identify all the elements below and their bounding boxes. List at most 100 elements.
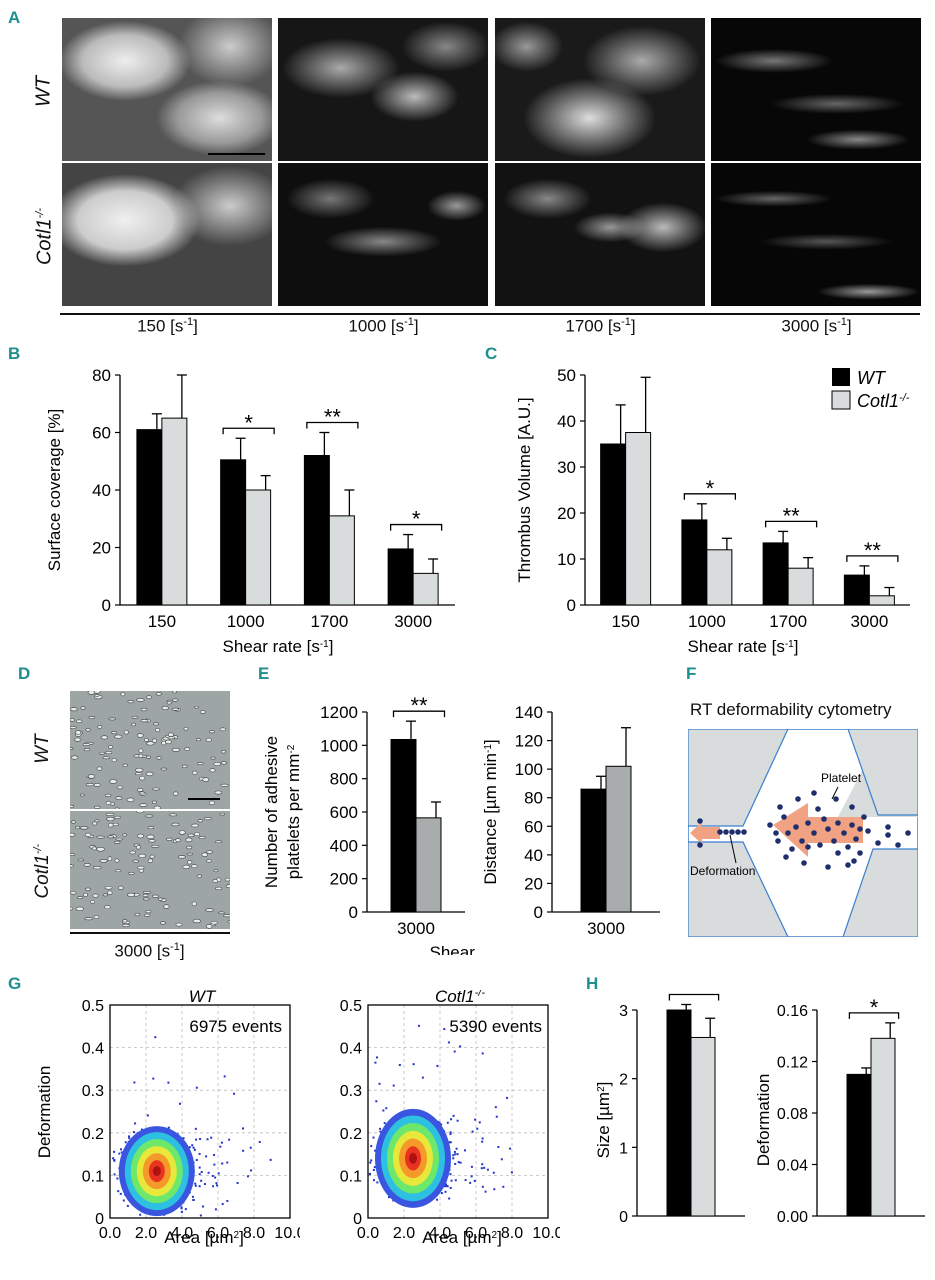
scatter-point bbox=[207, 1171, 210, 1174]
platelet-cell bbox=[131, 716, 138, 719]
chart-g-cotl1-scatter: 0.0 2.0 4.0 6.0 8.0 10.0 0 0.1 0.2 0.3 0.4 0.5 Cotl1… bbox=[340, 990, 560, 1247]
platelet-cell bbox=[114, 734, 123, 739]
y-tick-label: 80 bbox=[524, 789, 543, 808]
platelet-dot bbox=[723, 829, 729, 835]
platelet-dot bbox=[857, 826, 863, 832]
y-tick-label: 0.2 bbox=[340, 1126, 362, 1143]
scatter-point bbox=[452, 1154, 455, 1157]
platelet-cell bbox=[171, 698, 179, 702]
platelet-dot bbox=[885, 824, 891, 830]
scatter-point bbox=[455, 1147, 458, 1150]
platelet-cell bbox=[85, 783, 95, 787]
row-label-d-cotl1: Cotl1-/- bbox=[31, 843, 54, 899]
y-tick-label: 0.4 bbox=[340, 1041, 362, 1058]
platelet-cell bbox=[160, 767, 168, 771]
platelet-dot bbox=[831, 838, 837, 844]
significance-mark: ** bbox=[410, 693, 428, 718]
platelet-cell bbox=[114, 815, 121, 819]
platelet-dot bbox=[811, 830, 817, 836]
significance-bracket bbox=[848, 1012, 900, 1019]
platelet-cell bbox=[175, 922, 183, 927]
platelet-cell bbox=[85, 887, 91, 891]
scatter-point bbox=[369, 1161, 372, 1164]
platelet-dot bbox=[775, 838, 781, 844]
scatter-point bbox=[134, 1122, 137, 1125]
platelet-cell bbox=[115, 869, 122, 873]
scatter-point bbox=[478, 1121, 481, 1124]
scatter-point bbox=[444, 1190, 447, 1193]
platelet-cell bbox=[167, 732, 174, 737]
platelet-dot bbox=[845, 862, 851, 868]
scatter-point bbox=[447, 1041, 450, 1044]
platelet-cell bbox=[213, 869, 219, 873]
platelet-cell bbox=[136, 733, 144, 738]
scatter-point bbox=[180, 1206, 183, 1209]
platelet-cell bbox=[77, 858, 84, 862]
platelet-dot bbox=[885, 832, 891, 838]
micrograph-a-r2-c2 bbox=[278, 163, 488, 306]
platelet-cell bbox=[175, 838, 181, 843]
platelet-cell bbox=[166, 837, 173, 841]
platelet-cell bbox=[92, 821, 98, 826]
scatter-point bbox=[438, 1121, 441, 1124]
chart-h-size: 0 1 2 3 * Size [µm2] bbox=[594, 990, 745, 1226]
scatter-point bbox=[118, 1152, 121, 1155]
scatter-point bbox=[459, 1161, 462, 1164]
scatter-point bbox=[417, 1024, 420, 1027]
x-tick-label: 1700 bbox=[310, 612, 348, 631]
platelet-cell bbox=[143, 913, 151, 917]
significance-mark: * bbox=[690, 990, 699, 1002]
scatter-point bbox=[221, 1162, 224, 1165]
scatter-point bbox=[246, 1175, 249, 1178]
y-tick-label: 400 bbox=[330, 836, 358, 855]
platelet-cell bbox=[147, 858, 154, 863]
platelet-cell bbox=[152, 722, 159, 726]
platelet-cell bbox=[138, 791, 146, 795]
platelet-cell bbox=[93, 915, 100, 920]
scatter-point bbox=[457, 1161, 460, 1164]
platelet-cell bbox=[171, 707, 180, 711]
scatter-point bbox=[443, 1185, 446, 1188]
deformation-pointer bbox=[729, 834, 737, 864]
scatter-point bbox=[497, 1145, 500, 1148]
scatter-point bbox=[199, 1214, 202, 1217]
platelet-dot bbox=[845, 844, 851, 850]
platelet-cell bbox=[206, 850, 213, 854]
y-tick-label: 30 bbox=[557, 458, 576, 477]
y-axis-title-line1: Number of adhesive bbox=[262, 736, 281, 888]
platelet-cell bbox=[145, 910, 152, 914]
platelet-cell bbox=[106, 816, 115, 822]
platelet-dot bbox=[777, 804, 783, 810]
platelet-dot bbox=[835, 820, 841, 826]
platelet-cell bbox=[122, 923, 130, 927]
x-tick-label: 1000 bbox=[227, 612, 265, 631]
scatter-point bbox=[132, 1131, 135, 1134]
platelet-cell bbox=[111, 731, 118, 735]
platelet-cell bbox=[75, 906, 85, 911]
platelet-cell bbox=[209, 768, 216, 773]
scatter-title: Cotl1-/- bbox=[435, 990, 485, 1006]
x-tick-label: 150 bbox=[611, 612, 639, 631]
scatter-point bbox=[258, 1140, 261, 1143]
platelet-cell bbox=[85, 728, 91, 732]
platelet-cell bbox=[206, 924, 213, 929]
platelet-dot bbox=[741, 829, 747, 835]
platelet-cell bbox=[126, 797, 135, 803]
platelet-cell bbox=[118, 885, 124, 891]
plot-frame bbox=[367, 1004, 549, 1219]
scatter-point bbox=[495, 1115, 498, 1118]
platelet-cell bbox=[90, 900, 96, 904]
micrograph-a-r1-c3 bbox=[495, 18, 705, 161]
scatter-point bbox=[188, 1146, 191, 1149]
platelet-cell bbox=[83, 863, 91, 867]
legend-swatch-cotl1 bbox=[831, 390, 851, 410]
y-tick-label: 1000 bbox=[320, 736, 358, 755]
platelet-cell bbox=[153, 805, 161, 809]
platelet-cell bbox=[122, 919, 128, 923]
y-axis-title: Distance [µm min-1] bbox=[481, 739, 500, 884]
scatter-point bbox=[502, 1185, 505, 1188]
platelet-cell bbox=[70, 755, 79, 760]
bar-wt-3 bbox=[303, 455, 330, 606]
panel-label-b: B bbox=[8, 344, 21, 363]
platelet-dot bbox=[825, 864, 831, 870]
